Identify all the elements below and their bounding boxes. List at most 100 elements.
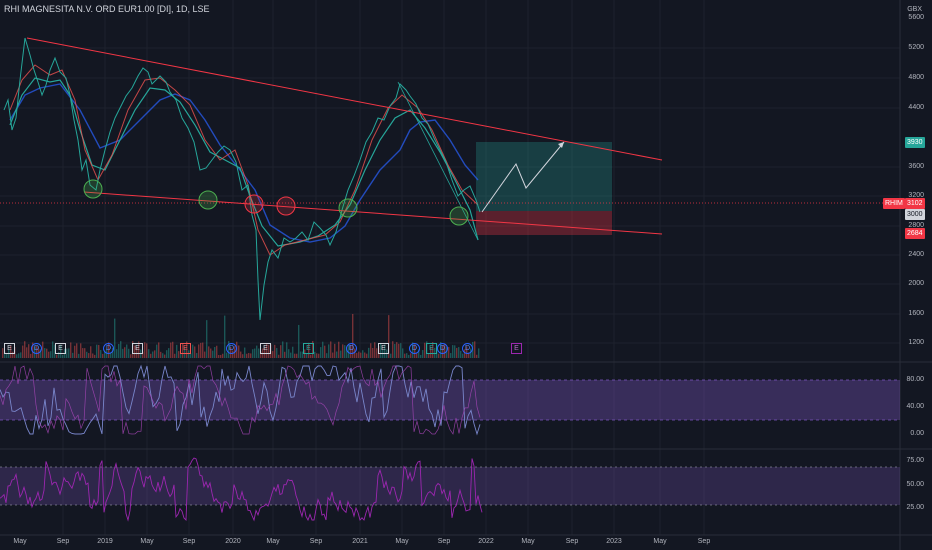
volume-bar [384,344,386,358]
volume-bar [364,352,366,358]
volume-bar [58,351,60,358]
volume-bar [186,341,188,358]
volume-bars [2,313,480,358]
chart-title[interactable]: RHI MAGNESITA N.V. ORD EUR1.00 [DI], 1D,… [4,4,210,14]
earnings-marker[interactable]: E [260,343,271,354]
volume-bar [306,353,308,358]
dividend-marker[interactable]: D [462,343,473,354]
volume-bar [56,354,58,358]
stop-zone[interactable] [476,211,612,235]
volume-bar [144,342,146,358]
volume-bar [2,348,4,358]
volume-bar [376,348,378,358]
price-tick: 4800 [908,74,924,81]
time-tick: Sep [697,538,711,545]
volume-bar [78,353,80,358]
volume-bar [98,344,100,358]
channel-line-a [397,81,479,241]
earnings-marker[interactable]: E [4,343,15,354]
dividend-marker[interactable]: D [409,343,420,354]
stop-price-tag: 2684 [905,228,925,239]
volume-bar [272,351,274,358]
volume-bar [368,347,370,358]
dividend-marker[interactable]: D [437,343,448,354]
volume-bar [310,354,312,358]
volume-bar [296,353,298,358]
projection-path[interactable] [481,141,565,213]
volume-bar [160,351,162,358]
volume-bar [28,344,30,358]
volume-bar [158,342,160,358]
grid [0,0,900,535]
ma-mid [9,64,479,256]
volume-bar [30,353,32,358]
volume-bar [456,347,458,358]
volume-bar [420,354,422,358]
rsi-band [0,467,900,505]
dividend-marker[interactable]: D [103,343,114,354]
volume-bar [110,353,112,358]
target-zone[interactable] [476,142,612,211]
upper-trendline[interactable] [26,37,663,161]
volume-bar [388,315,390,358]
volume-bar [268,344,270,358]
volume-bar [406,353,408,358]
volume-bar [190,353,192,358]
volume-bar [80,343,82,358]
volume-bar [182,343,184,358]
stoch-tick: 40.00 [906,403,924,410]
earnings-marker[interactable]: E [378,343,389,354]
lower-trendline[interactable] [83,191,663,235]
volume-bar [226,352,228,358]
dividend-marker[interactable]: D [31,343,42,354]
volume-bar [138,341,140,358]
volume-bar [274,344,276,358]
earnings-marker[interactable]: E [511,343,522,354]
volume-bar [458,347,460,358]
volume-bar [96,344,98,358]
earnings-marker[interactable]: E [180,343,191,354]
volume-bar [188,350,190,358]
dividend-marker[interactable]: D [346,343,357,354]
volume-bar [292,346,294,358]
volume-bar [48,351,50,358]
volume-bar [290,352,292,358]
volume-bar [422,350,424,358]
volume-bar [322,341,324,358]
price-tick: 1600 [908,310,924,317]
volume-bar [408,354,410,358]
volume-bar [332,352,334,358]
volume-bar [312,341,314,358]
volume-bar [370,343,372,358]
price-tick: 4400 [908,104,924,111]
rsi-tick: 25.00 [906,504,924,511]
volume-bar [134,345,136,358]
time-tick: 2023 [606,538,622,545]
volume-bar [244,347,246,358]
volume-bar [216,345,218,358]
volume-bar [438,353,440,358]
volume-bar [52,341,54,358]
volume-bar [468,352,470,358]
earnings-marker[interactable]: E [426,343,437,354]
price-tick: 5200 [908,44,924,51]
earnings-marker[interactable]: E [55,343,66,354]
volume-bar [318,353,320,358]
volume-bar [390,353,392,358]
earnings-marker[interactable]: E [303,343,314,354]
volume-bar [164,354,166,358]
volume-bar [336,351,338,358]
volume-bar [206,320,208,358]
volume-bar [366,353,368,358]
dividend-marker[interactable]: D [226,343,237,354]
volume-bar [340,350,342,358]
volume-bar [256,345,258,358]
earnings-marker[interactable]: E [132,343,143,354]
target-price-tag: 3930 [905,137,925,148]
volume-bar [184,346,186,358]
volume-bar [74,345,76,358]
volume-bar [112,348,114,358]
volume-bar [222,353,224,358]
volume-bar [416,353,418,358]
